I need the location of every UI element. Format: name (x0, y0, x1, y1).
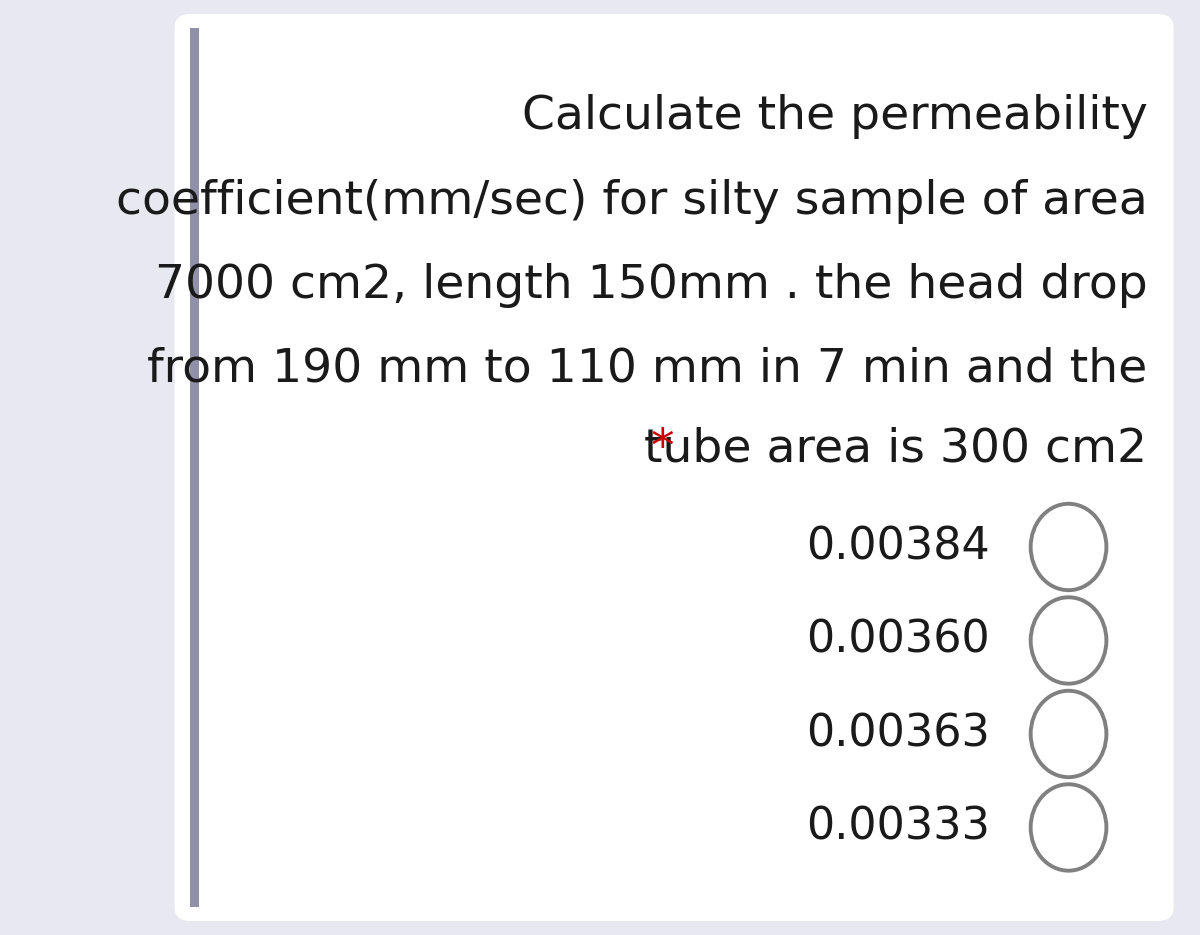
Ellipse shape (1031, 597, 1106, 683)
Ellipse shape (1031, 784, 1106, 870)
Text: from 190 mm to 110 mm in 7 min and the: from 190 mm to 110 mm in 7 min and the (148, 347, 1147, 392)
Ellipse shape (1031, 691, 1106, 777)
Text: 0.00360: 0.00360 (806, 619, 990, 662)
Bar (191, 28, 199, 907)
Text: 0.00363: 0.00363 (805, 712, 990, 755)
Text: 0.00333: 0.00333 (805, 806, 990, 849)
Text: tube area is 300 cm2: tube area is 300 cm2 (644, 426, 1147, 471)
Text: 7000 cm2, length 150mm . the head drop: 7000 cm2, length 150mm . the head drop (155, 263, 1147, 308)
Text: coefficient(mm/sec) for silty sample of area: coefficient(mm/sec) for silty sample of … (115, 179, 1147, 223)
FancyBboxPatch shape (174, 14, 1174, 921)
Text: Calculate the permeability: Calculate the permeability (522, 94, 1147, 139)
Ellipse shape (1031, 504, 1106, 590)
Text: *: * (652, 426, 690, 471)
Text: 0.00384: 0.00384 (806, 525, 990, 568)
